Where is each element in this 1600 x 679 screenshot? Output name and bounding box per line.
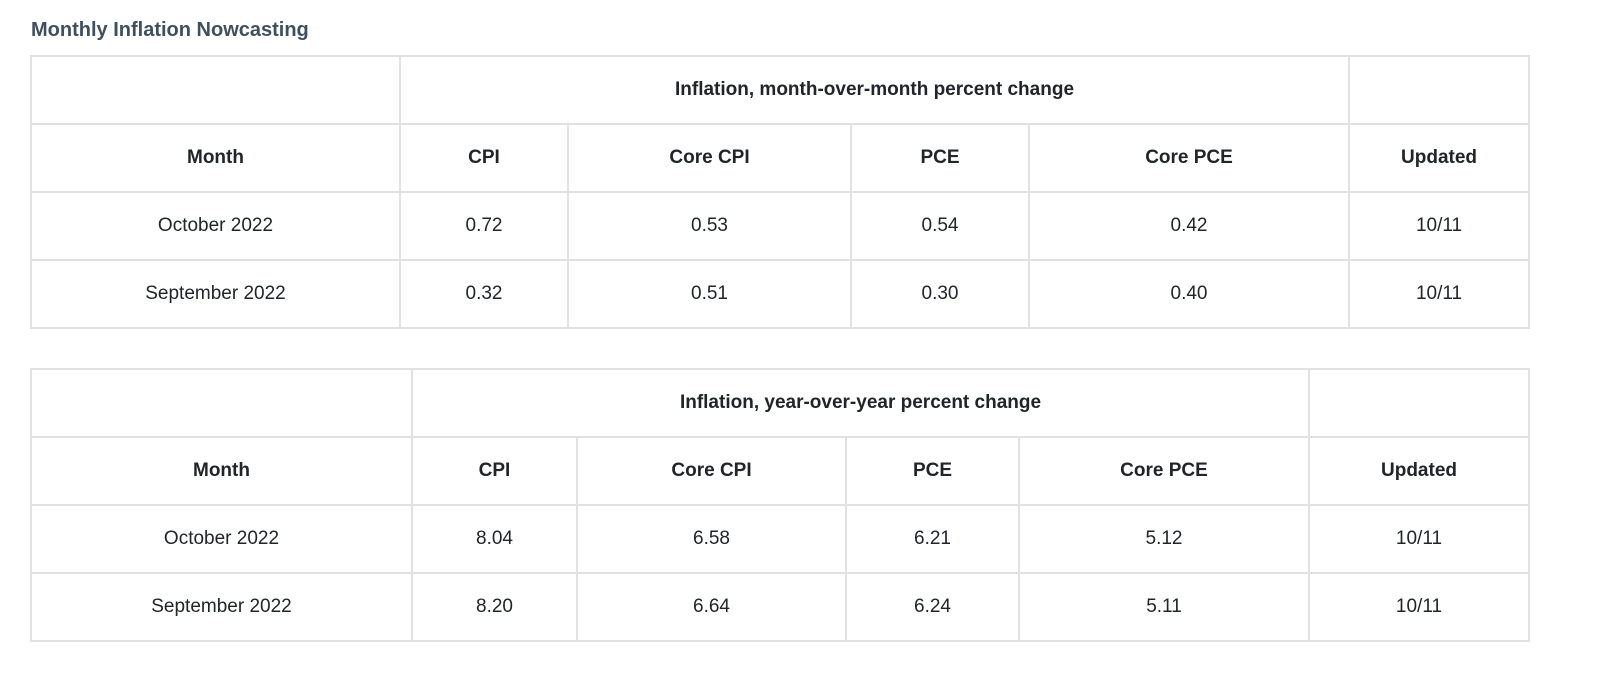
- table-row: September 2022 0.32 0.51 0.30 0.40 10/11: [30, 259, 1531, 329]
- mom-table: Inflation, month-over-month percent chan…: [30, 55, 1531, 329]
- updated-cell: 10/11: [1308, 504, 1530, 574]
- updated-cell: 10/11: [1348, 259, 1531, 329]
- cpi-cell: 0.72: [399, 191, 569, 261]
- yoy-column-header-row: Month CPI Core CPI PCE Core PCE Updated: [30, 436, 1530, 506]
- yoy-col-header-updated: Updated: [1308, 436, 1530, 506]
- cpi-cell: 0.32: [399, 259, 569, 329]
- yoy-group-header-row: Inflation, year-over-year percent change: [30, 368, 1530, 438]
- mom-col-header-updated: Updated: [1348, 123, 1531, 193]
- yoy-col-header-cpi: CPI: [411, 436, 578, 506]
- core-pce-cell: 5.12: [1018, 504, 1310, 574]
- cpi-cell: 8.04: [411, 504, 578, 574]
- page-title: Monthly Inflation Nowcasting: [31, 19, 309, 41]
- table-row: October 2022 8.04 6.58 6.21 5.12 10/11: [30, 504, 1530, 574]
- yoy-group-spacer-left: [30, 368, 413, 438]
- month-cell: September 2022: [30, 572, 413, 642]
- core-pce-cell: 0.42: [1027, 191, 1351, 261]
- month-cell: October 2022: [30, 504, 413, 574]
- updated-cell: 10/11: [1348, 191, 1531, 261]
- yoy-col-header-core-pce: Core PCE: [1018, 436, 1310, 506]
- pce-cell: 6.24: [845, 572, 1020, 642]
- yoy-group-spacer-right: [1308, 368, 1530, 438]
- yoy-group-header: Inflation, year-over-year percent change: [411, 368, 1310, 438]
- yoy-col-header-month: Month: [30, 436, 413, 506]
- table-row: October 2022 0.72 0.53 0.54 0.42 10/11: [30, 191, 1531, 261]
- yoy-col-header-core-cpi: Core CPI: [576, 436, 847, 506]
- table-row: September 2022 8.20 6.64 6.24 5.11 10/11: [30, 572, 1530, 642]
- core-cpi-cell: 6.64: [576, 572, 847, 642]
- cpi-cell: 8.20: [411, 572, 578, 642]
- mom-group-header: Inflation, month-over-month percent chan…: [398, 55, 1351, 125]
- core-pce-cell: 5.11: [1018, 572, 1310, 642]
- core-pce-cell: 0.40: [1027, 259, 1351, 329]
- core-cpi-cell: 6.58: [576, 504, 847, 574]
- pce-cell: 0.30: [850, 259, 1030, 329]
- core-cpi-cell: 0.51: [567, 259, 852, 329]
- mom-column-header-row: Month CPI Core CPI PCE Core PCE Updated: [30, 123, 1531, 193]
- mom-group-spacer-right: [1348, 55, 1531, 125]
- mom-col-header-pce: PCE: [850, 123, 1030, 193]
- core-cpi-cell: 0.53: [567, 191, 852, 261]
- mom-col-header-core-pce: Core PCE: [1027, 123, 1351, 193]
- month-cell: October 2022: [30, 191, 401, 261]
- yoy-table: Inflation, year-over-year percent change…: [30, 368, 1530, 642]
- yoy-col-header-pce: PCE: [845, 436, 1020, 506]
- pce-cell: 0.54: [850, 191, 1030, 261]
- mom-col-header-core-cpi: Core CPI: [567, 123, 852, 193]
- mom-group-spacer-left: [30, 55, 401, 125]
- mom-col-header-month: Month: [30, 123, 401, 193]
- pce-cell: 6.21: [845, 504, 1020, 574]
- updated-cell: 10/11: [1308, 572, 1530, 642]
- mom-col-header-cpi: CPI: [399, 123, 569, 193]
- mom-group-header-row: Inflation, month-over-month percent chan…: [30, 55, 1531, 125]
- month-cell: September 2022: [30, 259, 401, 329]
